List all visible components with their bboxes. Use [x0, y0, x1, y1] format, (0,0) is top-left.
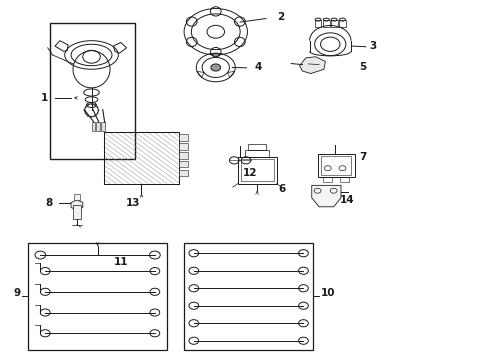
Bar	[318, 154, 355, 177]
Bar	[74, 194, 80, 200]
Bar	[179, 134, 188, 141]
Bar	[321, 156, 351, 175]
Polygon shape	[71, 200, 83, 210]
Bar	[104, 132, 179, 184]
Bar	[323, 177, 332, 182]
Bar	[179, 170, 188, 176]
Bar	[340, 177, 349, 182]
Bar	[241, 159, 274, 181]
Bar	[104, 132, 179, 184]
Bar	[339, 19, 346, 27]
Polygon shape	[312, 185, 341, 207]
Bar	[97, 122, 100, 131]
Bar	[323, 19, 330, 27]
Text: 5: 5	[360, 63, 367, 72]
Text: 10: 10	[320, 288, 335, 297]
Text: 11: 11	[114, 257, 128, 267]
Text: 3: 3	[369, 41, 376, 51]
Bar	[50, 23, 135, 158]
Text: 14: 14	[340, 195, 355, 204]
Bar	[101, 122, 105, 131]
Bar	[92, 122, 96, 131]
Text: 2: 2	[277, 13, 284, 22]
Text: 9: 9	[14, 288, 21, 297]
Bar	[73, 205, 81, 219]
Bar	[179, 152, 188, 158]
Bar	[179, 161, 188, 167]
Bar	[331, 19, 338, 27]
Bar	[245, 150, 270, 157]
Text: 6: 6	[278, 184, 285, 194]
Bar	[248, 144, 266, 150]
Text: 12: 12	[243, 168, 257, 178]
Bar	[238, 157, 277, 184]
Text: 7: 7	[360, 152, 367, 162]
Text: 1: 1	[40, 93, 48, 103]
Bar	[28, 243, 167, 350]
Ellipse shape	[211, 64, 220, 71]
Text: 8: 8	[45, 198, 52, 208]
Bar	[315, 19, 321, 27]
Bar	[179, 143, 188, 150]
Text: 4: 4	[255, 63, 262, 72]
Polygon shape	[299, 57, 325, 73]
Bar	[184, 243, 313, 350]
Text: 13: 13	[126, 198, 140, 208]
